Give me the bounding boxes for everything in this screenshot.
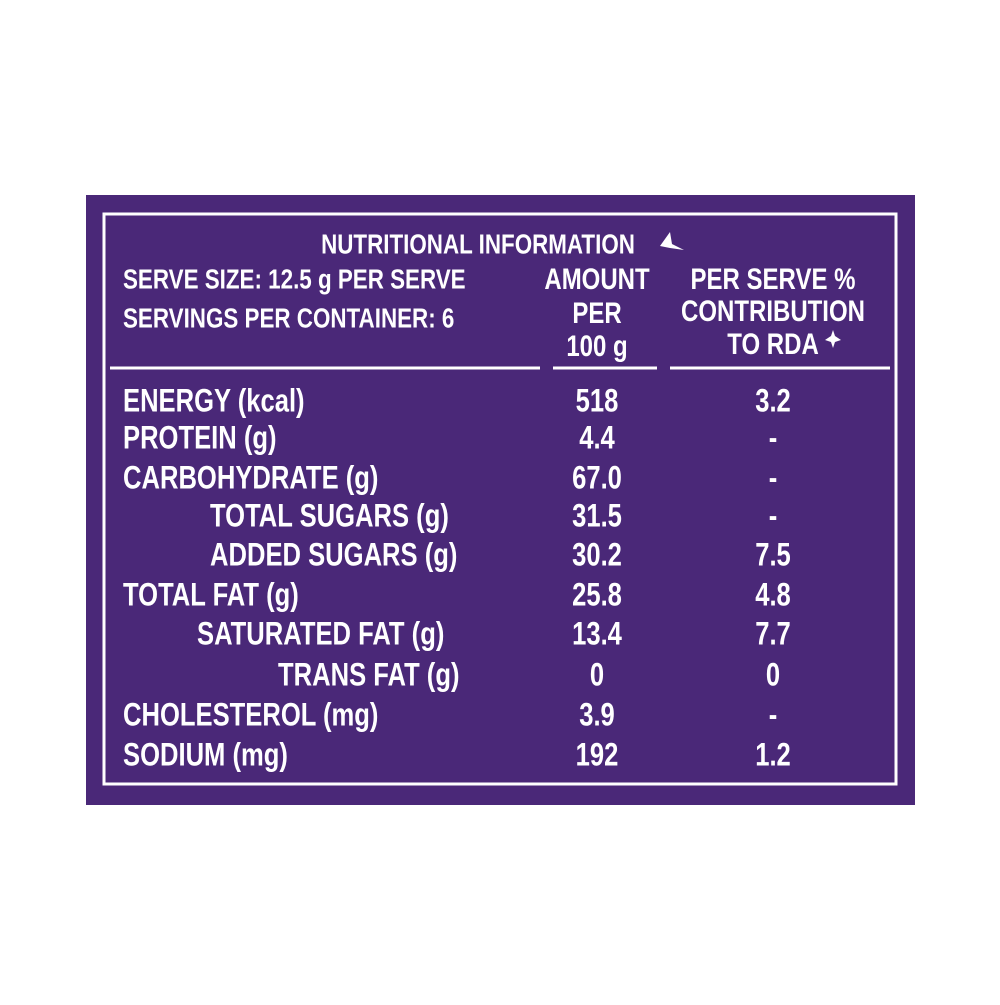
column-header: 100 g bbox=[566, 328, 627, 362]
label-background bbox=[86, 195, 915, 805]
label-border bbox=[102, 212, 898, 786]
nutrient-name: SATURATED FAT (g) bbox=[197, 617, 444, 652]
nutrient-name: ADDED SUGARS (g) bbox=[210, 538, 457, 573]
amount-per-100g: 25.8 bbox=[572, 578, 622, 613]
title: NUTRITIONAL INFORMATION bbox=[321, 229, 635, 260]
footnote-mark bbox=[660, 232, 684, 250]
amount-per-100g: 0 bbox=[590, 658, 604, 693]
column-header: AMOUNT bbox=[544, 261, 650, 295]
column-header: PER SERVE % bbox=[691, 261, 856, 295]
serve-info: SERVINGS PER CONTAINER: 6 bbox=[123, 303, 454, 334]
nutrient-name: CARBOHYDRATE (g) bbox=[123, 461, 378, 496]
rda-percent: - bbox=[769, 698, 778, 733]
serve-info: SERVE SIZE: 12.5 g PER SERVE bbox=[123, 264, 466, 295]
nutrient-name: PROTEIN (g) bbox=[123, 421, 277, 456]
rda-percent: - bbox=[769, 421, 778, 456]
amount-per-100g: 67.0 bbox=[572, 461, 622, 496]
rda-percent: - bbox=[769, 499, 778, 534]
rda-percent: 7.5 bbox=[755, 538, 791, 573]
rda-percent: 0 bbox=[766, 658, 780, 693]
amount-per-100g: 31.5 bbox=[572, 499, 622, 534]
amount-per-100g: 30.2 bbox=[572, 538, 622, 573]
amount-per-100g: 192 bbox=[576, 738, 619, 773]
rda-percent: 1.2 bbox=[755, 738, 791, 773]
nutrient-name: ENERGY (kcal) bbox=[123, 384, 305, 419]
column-header: PER bbox=[572, 295, 622, 329]
amount-per-100g: 4.4 bbox=[579, 421, 615, 456]
rda-percent: 7.7 bbox=[755, 617, 791, 652]
rda-percent: 4.8 bbox=[755, 578, 791, 613]
nutrient-name: SODIUM (mg) bbox=[123, 738, 288, 773]
nutrient-name: TOTAL FAT (g) bbox=[123, 578, 299, 613]
amount-per-100g: 13.4 bbox=[572, 617, 622, 652]
rda-percent: - bbox=[769, 461, 778, 496]
rda-percent: 3.2 bbox=[755, 384, 791, 419]
nutrient-name: CHOLESTEROL (mg) bbox=[123, 698, 378, 733]
amount-per-100g: 518 bbox=[576, 384, 619, 419]
column-header: TO RDA bbox=[727, 326, 819, 360]
column-header: CONTRIBUTION bbox=[681, 293, 865, 327]
nutrient-name: TOTAL SUGARS (g) bbox=[210, 499, 449, 534]
amount-per-100g: 3.9 bbox=[579, 698, 615, 733]
nutrient-name: TRANS FAT (g) bbox=[278, 658, 459, 693]
footnote-mark bbox=[825, 330, 841, 348]
